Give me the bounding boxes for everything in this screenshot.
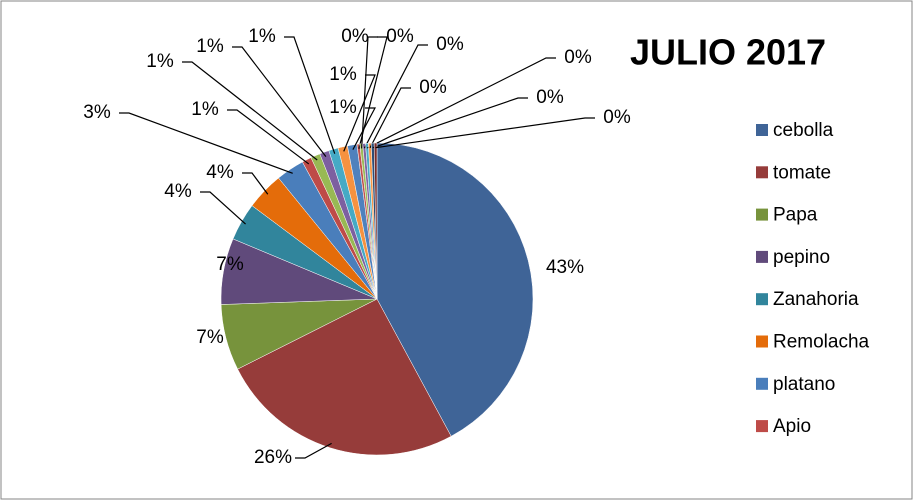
data-label: 4%	[164, 181, 192, 202]
pie-slice	[376, 142, 534, 437]
pie-slice	[373, 142, 378, 300]
legend-swatch	[756, 124, 768, 136]
data-label: 0%	[536, 87, 564, 108]
data-label: 0%	[564, 47, 592, 68]
legend-swatch	[756, 293, 768, 306]
leader-line	[182, 61, 318, 161]
leader-line	[366, 57, 556, 149]
data-label: 4%	[206, 162, 234, 183]
leader-line	[363, 44, 428, 149]
leader-line	[343, 74, 376, 152]
pie-slice	[237, 298, 452, 456]
leader-line	[372, 97, 528, 149]
leader-line	[232, 46, 327, 157]
data-label: 0%	[436, 34, 464, 55]
leader-line	[352, 107, 376, 150]
legend-swatch	[756, 166, 768, 179]
data-label: 0%	[386, 26, 414, 47]
data-label: 7%	[196, 327, 224, 348]
leader-line	[295, 442, 332, 459]
data-label: 0%	[419, 77, 447, 98]
leader-line	[284, 36, 336, 154]
legend-swatch	[756, 420, 768, 433]
data-label: 1%	[329, 97, 357, 118]
legend-label: Papa	[773, 205, 818, 226]
legend-swatch	[756, 250, 768, 263]
leader-line	[358, 36, 388, 149]
legend-label: Remolacha	[773, 332, 870, 353]
legend-swatch	[756, 335, 768, 348]
data-label: 1%	[196, 36, 224, 57]
legend-label: tomate	[773, 162, 831, 183]
leader-line	[375, 117, 595, 149]
legend-label: Apio	[773, 416, 811, 437]
data-label: 1%	[329, 64, 357, 85]
legend-swatch	[756, 377, 768, 390]
data-label: 0%	[341, 26, 369, 47]
leader-line	[227, 109, 310, 165]
data-label: 43%	[546, 257, 584, 278]
legend-label: platano	[773, 374, 835, 395]
leader-line	[361, 36, 378, 149]
legend-label: Zanahoria	[773, 289, 859, 310]
chart-title: JULIO 2017	[630, 32, 826, 73]
data-label: 7%	[216, 254, 244, 275]
data-label: 3%	[83, 102, 111, 123]
leader-line	[119, 112, 293, 174]
legend-label: cebolla	[773, 120, 834, 141]
data-label: 1%	[191, 99, 219, 120]
leader-line	[242, 172, 269, 195]
legend-swatch	[756, 208, 768, 221]
data-label: 26%	[254, 447, 292, 468]
data-label: 1%	[146, 51, 174, 72]
leader-line	[200, 191, 246, 225]
data-label: 0%	[603, 107, 631, 128]
leader-line	[369, 87, 411, 149]
legend-label: pepino	[773, 247, 830, 268]
data-label: 1%	[248, 26, 276, 47]
